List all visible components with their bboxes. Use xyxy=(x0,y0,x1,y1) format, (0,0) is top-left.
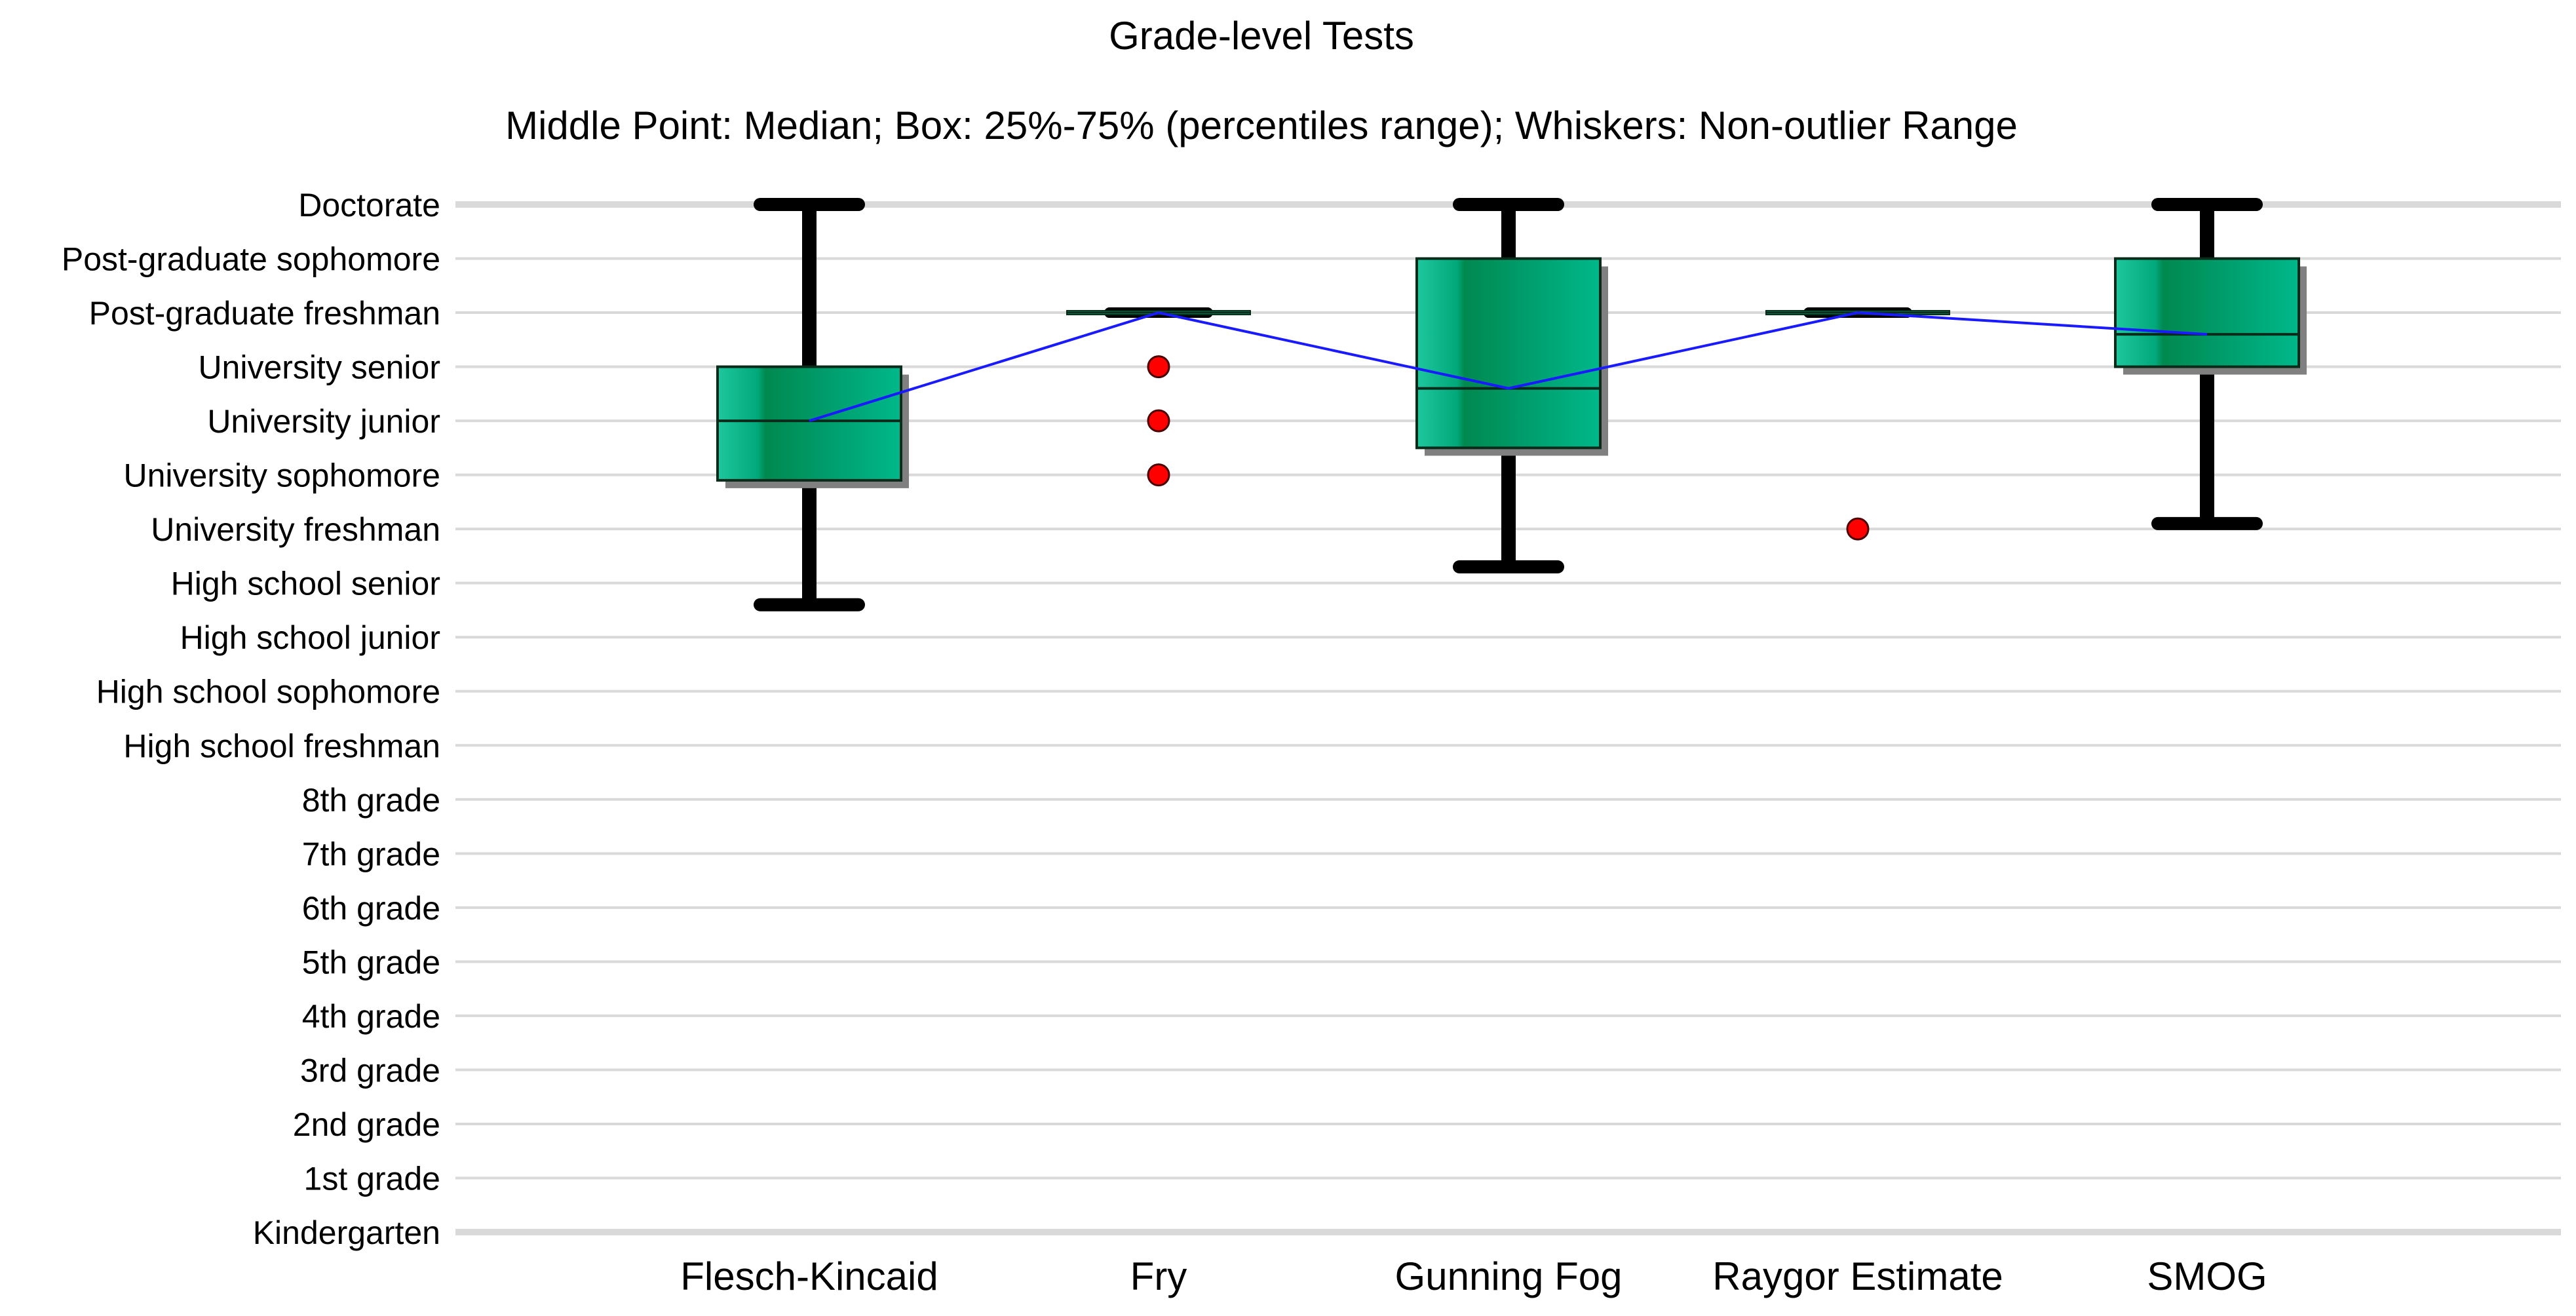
median-connector xyxy=(809,311,2208,423)
y-tick-label: Post-graduate freshman xyxy=(89,295,440,332)
y-tick-label: 7th grade xyxy=(302,836,440,872)
y-tick-label: University sophomore xyxy=(123,457,440,494)
box-gunning-fog xyxy=(1415,198,1608,573)
y-tick-label: High school freshman xyxy=(123,727,440,764)
outlier-points xyxy=(1147,355,1870,541)
y-tick-label: University senior xyxy=(198,349,440,386)
median-line xyxy=(809,311,2208,423)
box-smog xyxy=(2114,198,2307,530)
outlier-point xyxy=(1147,463,1170,487)
outlier-point xyxy=(1147,355,1170,379)
box-iqr xyxy=(1415,257,1602,450)
y-tick-label: 3rd grade xyxy=(300,1052,440,1089)
x-tick-label: SMOG xyxy=(2147,1254,2267,1298)
x-tick-label: Flesch-Kincaid xyxy=(680,1254,938,1298)
y-tick-label: Kindergarten xyxy=(253,1214,440,1251)
box-iqr xyxy=(2114,257,2300,368)
x-axis-tick-labels: Flesch-Kincaid Fry Gunning Fog Raygor Estim… xyxy=(680,1254,2267,1298)
x-tick-label: Raygor Estimate xyxy=(1712,1254,2003,1298)
chart-title: Grade-level Tests xyxy=(1109,14,1414,58)
y-tick-label: High school sophomore xyxy=(96,674,440,710)
y-tick-label: High school senior xyxy=(171,566,440,602)
y-tick-label: 8th grade xyxy=(302,782,440,819)
box-series xyxy=(716,198,2307,611)
y-tick-label: High school junior xyxy=(180,619,440,656)
x-tick-label: Fry xyxy=(1130,1254,1187,1298)
box-flesch-kincaid xyxy=(716,198,909,611)
y-tick-label: 5th grade xyxy=(302,944,440,980)
y-axis-tick-labels: Kindergarten 1st grade 2nd grade 3rd grade 4… xyxy=(62,187,440,1251)
x-tick-label: Gunning Fog xyxy=(1395,1254,1623,1298)
chart-subtitle: Middle Point: Median; Box: 25%-75% (perc… xyxy=(505,104,2018,147)
box-iqr xyxy=(716,365,902,482)
y-tick-label: Post-graduate sophomore xyxy=(62,241,440,278)
y-tick-label: 4th grade xyxy=(302,998,440,1035)
y-tick-label: 1st grade xyxy=(304,1160,440,1197)
outlier-point xyxy=(1147,409,1170,433)
y-tick-label: Doctorate xyxy=(298,187,440,223)
y-tick-label: 6th grade xyxy=(302,890,440,927)
y-tick-label: 2nd grade xyxy=(293,1106,440,1143)
y-tick-label: University junior xyxy=(207,403,440,440)
y-tick-label: University freshman xyxy=(151,511,440,548)
outlier-point xyxy=(1846,517,1870,541)
